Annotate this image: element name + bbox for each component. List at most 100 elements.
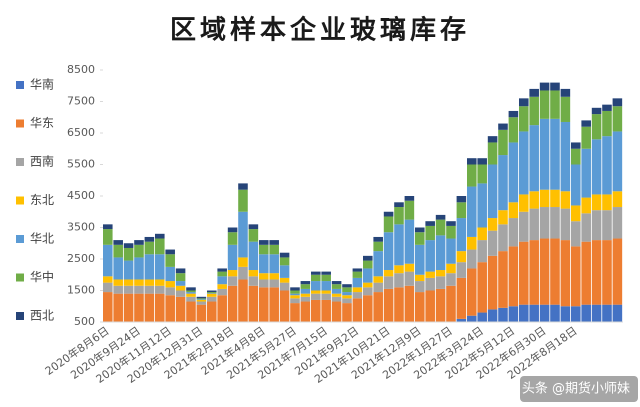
bar-segment [435, 219, 446, 236]
bar-segment [415, 232, 425, 245]
bar-segment [508, 218, 519, 247]
bar-segment [519, 304, 529, 322]
bar-segment [279, 290, 290, 322]
bar-segment [383, 211, 394, 217]
bar-segment [342, 292, 352, 296]
bar-segment [144, 285, 155, 294]
bar-segment [175, 296, 186, 322]
bar-segment [467, 315, 477, 322]
bar-segment [321, 274, 331, 282]
bar-segment [186, 293, 196, 297]
bar-segment [519, 106, 529, 132]
bar-segment [352, 277, 363, 288]
bar-segment [300, 296, 311, 302]
bar-segment [165, 281, 175, 288]
bar-segment [363, 287, 373, 296]
y-tick-label: 1500 [67, 284, 95, 297]
bar-segment [155, 254, 165, 280]
bar-segment [591, 194, 602, 211]
bar-segment [217, 295, 227, 322]
bar-segment [259, 279, 269, 288]
bar-segment [602, 104, 612, 111]
bar-segment [144, 241, 155, 255]
bar-segment [259, 244, 269, 255]
bar-segment [269, 254, 279, 274]
bar-segment [591, 240, 602, 305]
bar-segment [591, 210, 602, 241]
bar-segment [467, 164, 477, 187]
bar-segment [311, 299, 321, 322]
bar-segment [508, 202, 519, 219]
bar-segment [123, 247, 134, 261]
legend-label: 华中 [30, 269, 54, 284]
bar-segment [425, 221, 435, 226]
bar-segment [373, 236, 383, 242]
bar-segment [227, 270, 238, 277]
bar-segment [446, 285, 456, 322]
bar-segment [581, 148, 591, 198]
bar-segment [415, 274, 425, 282]
y-tick-label: 3500 [67, 221, 95, 234]
bar-segment [269, 279, 279, 288]
bar-segment [477, 158, 487, 165]
bar-segment [311, 290, 321, 294]
bar-segment [550, 90, 560, 119]
legend-swatch [16, 119, 24, 128]
bar-segment [342, 284, 352, 288]
bar-segment [134, 240, 144, 245]
bar-segment [238, 257, 248, 267]
bar-segment [550, 189, 560, 208]
bar-segment [207, 293, 217, 297]
bar-segment [467, 236, 477, 250]
bar-segment [186, 287, 196, 291]
bar-segment [196, 298, 207, 300]
bar-segment [467, 186, 477, 237]
bar-segment [394, 224, 404, 266]
bar-segment [279, 252, 290, 258]
bar-segment [103, 292, 113, 322]
bar-segment [498, 251, 508, 308]
bar-segment [155, 293, 165, 322]
bar-segment [519, 194, 529, 212]
legend-swatch [16, 81, 24, 89]
bar-segment [259, 254, 269, 274]
bar-segment [331, 296, 342, 302]
bar-segment [477, 240, 487, 263]
bar-segment [113, 279, 123, 286]
bar-segment [487, 136, 498, 143]
bar-segment [550, 238, 560, 305]
bar-segment [269, 273, 279, 280]
bar-segment [467, 268, 477, 316]
bar-segment [165, 254, 175, 267]
legend-swatch [16, 158, 24, 166]
bar-segment [498, 210, 508, 225]
bar-segment [165, 249, 175, 255]
bar-segment [602, 210, 612, 241]
bar-segment [435, 270, 446, 277]
bar-segment [508, 117, 519, 143]
bar-segment [560, 240, 571, 307]
bar-segment [331, 288, 342, 294]
bar-segment [196, 304, 207, 322]
bar-segment [259, 273, 269, 280]
bar-segment [560, 96, 571, 122]
bar-segment [602, 240, 612, 305]
bar-segment [394, 287, 404, 322]
bar-segment [290, 303, 300, 322]
legend-swatch [16, 312, 24, 320]
chart-title: 区域样本企业玻璃库存 [170, 15, 470, 46]
bar-segment [321, 271, 331, 275]
bar-segment [383, 232, 394, 271]
bar-segment [456, 218, 467, 252]
bar-segment [363, 260, 373, 269]
y-tick-label: 4500 [67, 189, 95, 202]
bar-segment [175, 273, 186, 282]
bar-segment [155, 285, 165, 294]
bar-segment [123, 293, 134, 322]
legend-swatch [16, 196, 24, 205]
bar-segment [207, 290, 217, 293]
bar-segment [165, 287, 175, 296]
bar-segment [477, 227, 487, 241]
bar-segment [352, 271, 363, 278]
bar-segment [144, 293, 155, 322]
